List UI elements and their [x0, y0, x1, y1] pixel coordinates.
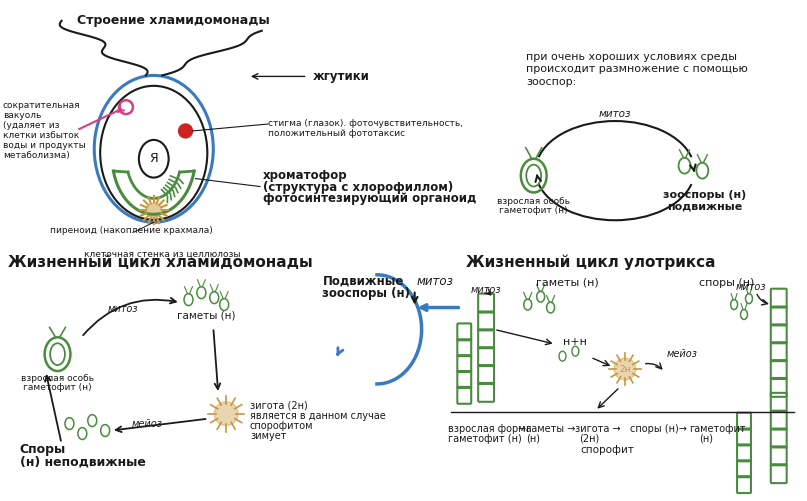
Text: (2н): (2н)	[579, 433, 600, 443]
Text: зооспоры (н): зооспоры (н)	[663, 190, 746, 200]
Text: взрослая особь: взрослая особь	[21, 374, 94, 383]
Text: Жизненный цикл улотрикса: Жизненный цикл улотрикса	[466, 255, 716, 271]
Text: 2н: 2н	[619, 365, 631, 374]
Text: зимует: зимует	[250, 430, 286, 440]
Text: (н) неподвижные: (н) неподвижные	[20, 455, 146, 468]
Ellipse shape	[139, 140, 169, 177]
Circle shape	[178, 124, 192, 138]
Text: зигота →: зигота →	[575, 424, 621, 433]
Text: спорофит: спорофит	[580, 445, 634, 455]
Text: Споры: Споры	[20, 443, 66, 456]
Text: споры (н)→: споры (н)→	[630, 424, 687, 433]
Text: (структура с хлорофиллом): (структура с хлорофиллом)	[263, 180, 454, 193]
Text: споры (н): споры (н)	[700, 278, 755, 288]
Text: гаметофит (н): гаметофит (н)	[449, 433, 522, 443]
Text: гаметофит (н): гаметофит (н)	[23, 383, 92, 392]
Text: стигма (глазок). фоточувствительность,: стигма (глазок). фоточувствительность,	[268, 119, 463, 128]
Text: (удаляет из: (удаляет из	[3, 121, 60, 130]
Text: вакуоль: вакуоль	[3, 111, 41, 120]
Text: спорофитом: спорофитом	[250, 421, 313, 431]
Text: метаболизма): метаболизма)	[3, 151, 69, 160]
Text: пиреноид (накопление крахмала): пиреноид (накопление крахмала)	[49, 226, 212, 235]
Text: взрослая форма: взрослая форма	[449, 424, 532, 433]
Text: зооспоры (н): зооспоры (н)	[323, 287, 411, 300]
Text: Жизненный цикл хламидомонады: Жизненный цикл хламидомонады	[8, 255, 312, 270]
Text: положительный фототаксис: положительный фототаксис	[268, 129, 405, 138]
Text: гаметофит (н): гаметофит (н)	[500, 206, 568, 215]
Text: является в данном случае: является в данном случае	[250, 411, 386, 421]
Text: при очень хороших условиях среды: при очень хороших условиях среды	[526, 52, 737, 62]
Text: митоз: митоз	[470, 285, 501, 295]
Text: (н): (н)	[700, 433, 713, 443]
Text: зооспор:: зооспор:	[526, 77, 576, 87]
Text: митоз: митоз	[416, 275, 454, 288]
Text: Я: Я	[149, 152, 158, 165]
Text: н+н: н+н	[563, 337, 587, 347]
Circle shape	[614, 358, 636, 380]
Text: мейоз: мейоз	[667, 349, 697, 359]
Circle shape	[215, 402, 238, 425]
Text: мейоз: мейоз	[132, 419, 162, 429]
Text: происходит размножение с помощью: происходит размножение с помощью	[526, 65, 747, 75]
Text: гаметы (н): гаметы (н)	[536, 278, 599, 288]
Text: взрослая особь: взрослая особь	[497, 197, 571, 206]
Text: клетки избыток: клетки избыток	[3, 131, 79, 140]
Text: митоз: митоз	[107, 304, 138, 314]
Text: подвижные: подвижные	[667, 201, 742, 211]
Text: фотосинтезирующий органоид: фотосинтезирующий органоид	[263, 192, 476, 205]
Ellipse shape	[146, 203, 161, 217]
Text: →гаметы →: →гаметы →	[518, 424, 575, 433]
Text: митоз: митоз	[599, 109, 631, 119]
Text: зигота (2н): зигота (2н)	[250, 401, 307, 411]
Text: митоз: митоз	[736, 282, 766, 292]
Text: воды и продукты: воды и продукты	[3, 141, 86, 150]
Text: клеточная стенка из целлюлозы: клеточная стенка из целлюлозы	[84, 250, 240, 259]
Text: гаметофит: гаметофит	[689, 424, 746, 433]
Text: жгутики: жгутики	[312, 70, 370, 83]
Text: Подвижные: Подвижные	[323, 275, 404, 288]
Text: (н): (н)	[526, 433, 540, 443]
Text: гаметы (н): гаметы (н)	[177, 311, 236, 321]
Text: хроматофор: хроматофор	[263, 169, 348, 182]
Text: сократительная: сократительная	[3, 101, 81, 110]
Text: Строение хламидомонады: Строение хламидомонады	[77, 14, 270, 27]
